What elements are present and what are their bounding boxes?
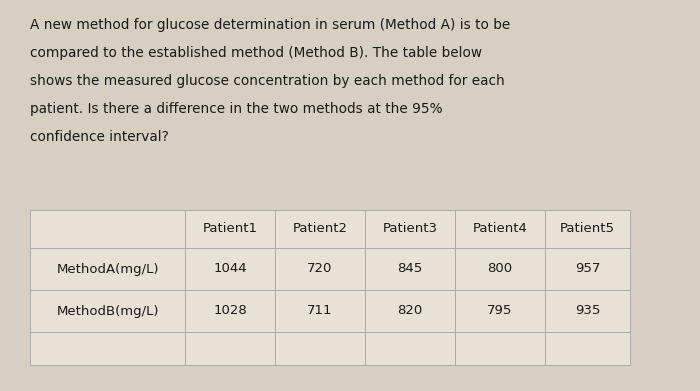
Bar (365, 290, 455, 332)
Text: 845: 845 (398, 262, 423, 276)
Text: Patient2: Patient2 (293, 222, 347, 235)
Text: 1028: 1028 (213, 305, 247, 317)
Bar (30, 210, 185, 248)
Bar (545, 248, 630, 290)
Text: 820: 820 (398, 305, 423, 317)
Bar (275, 332, 365, 365)
Text: Patient3: Patient3 (382, 222, 438, 235)
Bar (545, 332, 630, 365)
Bar (365, 210, 455, 248)
Bar (365, 332, 455, 365)
Text: 800: 800 (487, 262, 512, 276)
Text: Patient5: Patient5 (560, 222, 615, 235)
Text: confidence interval?: confidence interval? (30, 130, 169, 144)
Text: MethodB(mg/L): MethodB(mg/L) (56, 305, 159, 317)
Bar (455, 248, 545, 290)
Bar (185, 210, 275, 248)
Bar (365, 248, 455, 290)
Bar (275, 210, 365, 248)
Bar (30, 290, 185, 332)
Text: shows the measured glucose concentration by each method for each: shows the measured glucose concentration… (30, 74, 505, 88)
Bar (455, 210, 545, 248)
Text: Patient4: Patient4 (473, 222, 527, 235)
Text: A new method for glucose determination in serum (Method A) is to be: A new method for glucose determination i… (30, 18, 510, 32)
Bar (455, 290, 545, 332)
Text: compared to the established method (Method B). The table below: compared to the established method (Meth… (30, 46, 482, 60)
Bar (30, 248, 185, 290)
Text: 795: 795 (487, 305, 512, 317)
Text: Patient1: Patient1 (202, 222, 258, 235)
Bar (185, 332, 275, 365)
Text: patient. Is there a difference in the two methods at the 95%: patient. Is there a difference in the tw… (30, 102, 442, 116)
Text: 720: 720 (307, 262, 332, 276)
Text: 1044: 1044 (214, 262, 247, 276)
Text: 957: 957 (575, 262, 600, 276)
Text: 711: 711 (307, 305, 332, 317)
Text: 935: 935 (575, 305, 600, 317)
Bar (455, 332, 545, 365)
Bar (545, 290, 630, 332)
Bar (185, 290, 275, 332)
Bar (30, 332, 185, 365)
Bar (185, 248, 275, 290)
Text: MethodA(mg/L): MethodA(mg/L) (56, 262, 159, 276)
Bar (545, 210, 630, 248)
Bar (275, 248, 365, 290)
Bar (275, 290, 365, 332)
